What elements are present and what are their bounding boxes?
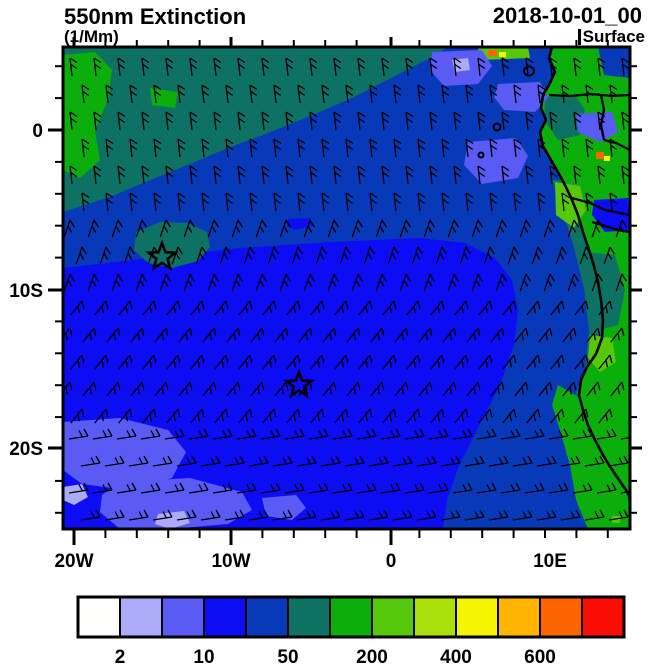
y-tick-label: 10S <box>9 281 43 302</box>
region-blue-speck <box>287 218 313 230</box>
region-orange-coast <box>596 152 604 159</box>
colorbar-cell-5 <box>287 596 331 638</box>
wind-barbs-layer <box>63 57 630 521</box>
colorbar-label: 10 <box>193 647 214 667</box>
colorbar-label: 400 <box>440 647 472 667</box>
region-pale-ne <box>452 58 470 72</box>
level-tick-mark <box>577 29 581 45</box>
colorbar-cell-12 <box>581 596 625 638</box>
region-navy-corner <box>598 47 630 78</box>
colorbar-cell-1 <box>119 596 163 638</box>
island-2 <box>477 151 485 159</box>
wind-barbs-zone-3 <box>68 428 630 521</box>
wind-barbs-zone-0 <box>69 57 630 212</box>
wind-barbs-zone-2 <box>63 300 625 424</box>
wind-barbs-zone-1 <box>63 219 627 292</box>
island-1 <box>492 122 502 132</box>
x-tick-label: 10W <box>211 551 250 572</box>
region-yellow-top <box>499 52 506 57</box>
colorbar-cell-9 <box>455 596 499 638</box>
colorbar-cell-6 <box>329 596 373 638</box>
colorbar-label: 200 <box>356 647 388 667</box>
plot-title: 550nm Extinction <box>64 4 247 29</box>
colorbar-frame <box>76 595 626 639</box>
y-tick-label: 0 <box>32 121 43 142</box>
level-label-text: Surface <box>582 27 645 46</box>
units-label: (1/Mm) <box>64 27 119 46</box>
colorbar-cell-7 <box>371 596 415 638</box>
axes-layer: 20W 10W 0 10E 0 10S 20S <box>9 37 642 572</box>
star-marker-1 <box>283 368 315 399</box>
coastline-layer <box>477 47 630 498</box>
region-green-nw-1 <box>63 52 112 178</box>
colorbar-cell-11 <box>539 596 583 638</box>
colorbar-cell-4 <box>245 596 289 638</box>
country-border-3 <box>571 196 630 217</box>
star-marker-0 <box>145 239 179 272</box>
colorbar-cell-0 <box>77 596 121 638</box>
region-lavender-ne-2 <box>494 82 548 112</box>
region-green-se <box>552 385 630 529</box>
station-markers-layer <box>145 239 315 399</box>
region-lavender-sw-3 <box>262 495 306 520</box>
y-tick-label: 20S <box>9 439 43 460</box>
region-teal-land-1 <box>544 95 585 140</box>
colorbar-label: 2 <box>115 647 126 667</box>
africa-coastline <box>538 47 630 498</box>
x-tick-label: 10E <box>533 551 567 572</box>
colorbar-label: 50 <box>277 647 298 667</box>
region-bright-green-2 <box>588 335 616 372</box>
datetime-label: 2018-10-01_00 <box>492 3 642 28</box>
country-border-0 <box>548 92 630 98</box>
level-label: Surface <box>577 27 645 47</box>
region-lavender-land <box>576 112 618 142</box>
colorbar-label: 600 <box>524 647 556 667</box>
region-pale-sw-2 <box>155 511 190 529</box>
colorbar-cell-8 <box>413 596 457 638</box>
region-yellow-coast <box>604 156 610 161</box>
region-lavender-sw-1 <box>63 418 186 490</box>
colorbar-cell-10 <box>497 596 541 638</box>
country-border-4 <box>591 220 630 234</box>
colorbar-cell-2 <box>161 596 205 638</box>
x-tick-label: 0 <box>386 551 397 572</box>
map-frame <box>61 45 632 531</box>
colorbar-cell-3 <box>203 596 247 638</box>
region-orange-top <box>488 50 497 56</box>
island-0 <box>523 65 535 77</box>
colorbar-layer: 2 10 50 200 400 600 <box>76 595 626 667</box>
x-tick-label: 20W <box>54 551 93 572</box>
country-border-2 <box>603 138 630 152</box>
country-border-1 <box>599 94 606 141</box>
